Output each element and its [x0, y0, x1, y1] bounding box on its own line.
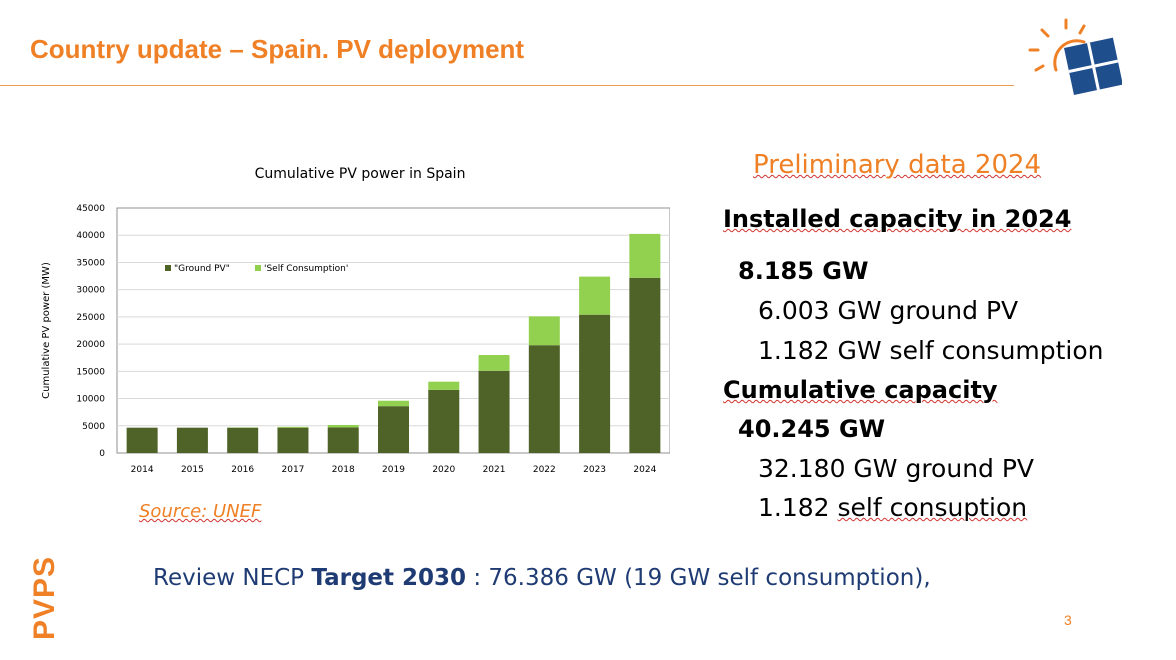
cumulative-ground: 32.180 GW ground PV — [758, 454, 1035, 483]
x-tick-label: 2023 — [583, 465, 606, 475]
cumulative-capacity-heading: Cumulative capacity — [723, 376, 998, 404]
cumulative-self-value: 1.182 — [758, 493, 830, 522]
chart-ylabel: Cumulative PV power (MW) — [41, 262, 52, 399]
cumulative-total: 40.245 GW — [738, 415, 886, 443]
bar-ground-2018 — [327, 427, 359, 453]
cumulative-self: 1.182 self consuption — [758, 493, 1027, 522]
bar-ground-2021 — [478, 370, 510, 453]
x-tick-label: 2017 — [282, 465, 305, 475]
necp-target: Review NECP Target 2030 : 76.386 GW (19 … — [153, 565, 931, 591]
x-tick-label: 2019 — [382, 465, 405, 475]
bar-self-2023 — [579, 276, 611, 315]
bar-self-2017 — [277, 426, 309, 428]
x-tick-label: 2022 — [533, 465, 556, 475]
x-tick-label: 2018 — [332, 465, 355, 475]
preliminary-heading: Preliminary data 2024 — [753, 150, 1041, 180]
bar-ground-2016 — [227, 427, 259, 453]
x-tick-label: 2020 — [432, 465, 455, 475]
target-bold: Target 2030 — [311, 565, 467, 591]
bar-self-2019 — [378, 400, 409, 407]
source-label: Source: UNEF — [139, 501, 262, 522]
cumulative-self-label: self consuption — [837, 493, 1028, 522]
installed-total: 8.185 GW — [738, 257, 869, 285]
y-tick-label: 25000 — [76, 313, 105, 323]
bar-ground-2017 — [277, 427, 309, 453]
x-tick-label: 2021 — [483, 465, 506, 475]
bar-self-2018 — [327, 424, 359, 428]
title-divider — [0, 85, 1014, 86]
installed-capacity-heading: Installed capacity in 2024 — [723, 205, 1072, 233]
installed-ground: 6.003 GW ground PV — [758, 296, 1019, 325]
y-tick-label: 40000 — [76, 231, 105, 241]
bar-ground-2014 — [126, 427, 158, 453]
installed-self: 1.182 GW self consumption — [758, 336, 1104, 365]
slide-title: Country update – Spain. PV deployment — [30, 34, 525, 64]
sun-solar-panel-icon — [1028, 18, 1122, 95]
preliminary-label: Preliminary data 2024 — [753, 150, 1042, 180]
y-tick-label: 15000 — [76, 367, 105, 377]
page-number: 3 — [1064, 612, 1072, 628]
bar-ground-2019 — [378, 406, 409, 453]
y-tick-label: 20000 — [76, 340, 105, 350]
y-tick-label: 35000 — [76, 258, 105, 268]
source-note: Source: UNEF — [139, 501, 261, 522]
y-tick-label: 0 — [99, 449, 105, 459]
legend-swatch — [165, 265, 171, 271]
pvps-sidebar-label: PVPS — [28, 555, 61, 640]
legend-swatch — [255, 265, 261, 271]
x-tick-label: 2015 — [181, 465, 204, 475]
bar-self-2020 — [428, 381, 460, 390]
bar-ground-2024 — [629, 277, 661, 453]
x-tick-label: 2024 — [633, 465, 656, 475]
legend-label: "Ground PV" — [174, 264, 230, 274]
y-tick-label: 5000 — [82, 422, 105, 432]
chart-title: Cumulative PV power in Spain — [255, 166, 466, 182]
bar-ground-2022 — [528, 345, 560, 453]
bar-ground-2020 — [428, 389, 460, 453]
x-tick-label: 2014 — [131, 465, 154, 475]
bar-self-2021 — [478, 355, 510, 371]
legend-label: 'Self Consumption' — [264, 264, 348, 274]
y-tick-label: 30000 — [76, 286, 105, 296]
bar-ground-2015 — [176, 427, 208, 453]
y-tick-label: 10000 — [76, 395, 105, 405]
bar-self-2022 — [528, 316, 560, 346]
bar-ground-2023 — [579, 314, 611, 453]
target-prefix: Review NECP — [153, 565, 312, 591]
bar-self-2024 — [629, 233, 661, 278]
target-rest: : 76.386 GW (19 GW self consumption), — [466, 565, 931, 591]
y-tick-label: 45000 — [76, 204, 105, 214]
x-tick-label: 2016 — [231, 465, 254, 475]
cumulative-pv-chart: Cumulative PV power in Spain Cumulative … — [41, 166, 670, 475]
